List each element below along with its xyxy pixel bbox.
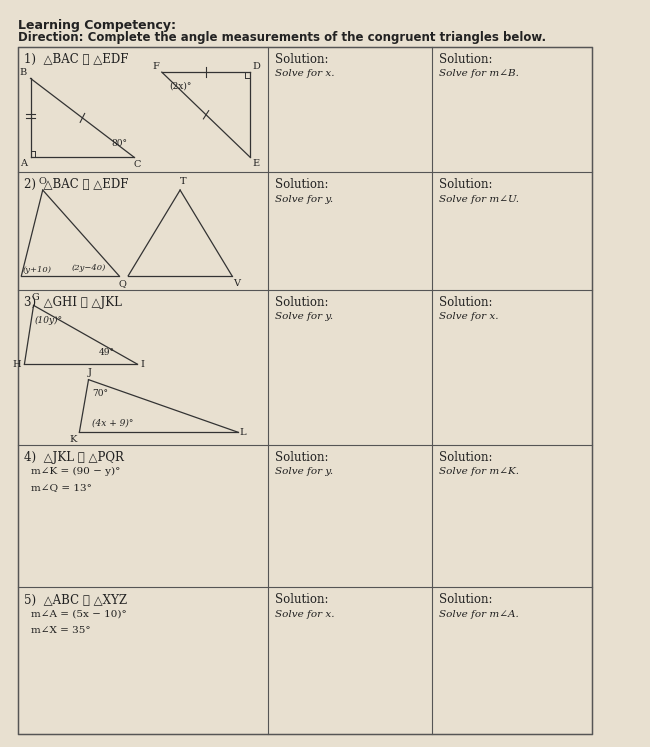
Text: Solve for y.: Solve for y. [276,467,333,476]
Text: K: K [70,436,77,444]
Text: Solution:: Solution: [439,450,492,464]
Text: 80°: 80° [111,140,127,149]
Text: Solution:: Solution: [276,450,329,464]
Text: 49°: 49° [99,347,115,357]
Text: Solve for m∠A.: Solve for m∠A. [439,610,519,619]
Text: Solve for y.: Solve for y. [276,195,333,204]
Text: Solve for m∠B.: Solve for m∠B. [439,69,519,78]
Text: Solve for m∠U.: Solve for m∠U. [439,195,519,204]
Text: V: V [233,279,240,288]
Text: Q: Q [118,279,126,288]
Text: (10y)°: (10y)° [35,316,63,325]
Text: 2)  △BAC ≅ △EDF: 2) △BAC ≅ △EDF [25,179,129,191]
Text: Solution:: Solution: [276,296,329,309]
Text: (y+10): (y+10) [22,266,51,274]
Text: m∠Q = 13°: m∠Q = 13° [31,483,92,492]
Text: Solve for x.: Solve for x. [276,69,335,78]
Text: m∠A = (5x − 10)°: m∠A = (5x − 10)° [31,610,126,619]
Text: A: A [20,159,27,168]
Text: Solve for x.: Solve for x. [276,610,335,619]
Text: 4)  △JKL ≅ △PQR: 4) △JKL ≅ △PQR [25,450,124,464]
Text: 5)  △ABC ≅ △XYZ: 5) △ABC ≅ △XYZ [25,593,127,607]
Text: T: T [180,176,187,185]
Text: 3)  △GHI ≅ △JKL: 3) △GHI ≅ △JKL [25,296,122,309]
Text: Solve for m∠K.: Solve for m∠K. [439,467,519,476]
Text: Learning Competency:: Learning Competency: [18,19,176,31]
Text: 70°: 70° [93,388,109,397]
Text: D: D [252,62,261,71]
Text: B: B [20,68,27,77]
Text: m∠K = (90 − y)°: m∠K = (90 − y)° [31,467,120,476]
Text: m∠X = 35°: m∠X = 35° [31,626,90,636]
Text: J: J [88,368,92,376]
Text: G: G [32,294,39,303]
Text: E: E [253,159,260,168]
Text: Solve for y.: Solve for y. [276,312,333,321]
Text: Solution:: Solution: [439,296,492,309]
Text: (2x)°: (2x)° [169,81,191,90]
Text: C: C [134,161,141,170]
Text: Solution:: Solution: [439,593,492,607]
Text: Solution:: Solution: [439,179,492,191]
Text: 1)  △BAC ≅ △EDF: 1) △BAC ≅ △EDF [25,53,129,66]
Text: Solution:: Solution: [276,53,329,66]
Text: F: F [152,62,159,71]
Text: H: H [13,359,21,369]
Text: Solution:: Solution: [276,179,329,191]
Text: Solve for x.: Solve for x. [439,312,499,321]
Text: I: I [140,359,144,369]
Text: L: L [240,428,246,437]
Text: Solution:: Solution: [439,53,492,66]
Text: Direction: Complete the angle measurements of the congruent triangles below.: Direction: Complete the angle measuremen… [18,31,547,44]
Text: (4x + 9)°: (4x + 9)° [92,419,134,428]
Text: O: O [39,176,47,185]
Text: Solution:: Solution: [276,593,329,607]
Text: (2y−40): (2y−40) [72,264,106,273]
